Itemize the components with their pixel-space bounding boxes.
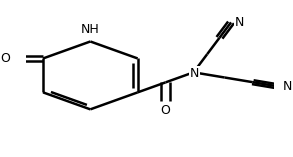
Text: O: O	[0, 52, 10, 65]
Text: NH: NH	[81, 23, 100, 36]
Text: N: N	[235, 16, 244, 29]
Text: N: N	[283, 80, 292, 93]
Text: N: N	[190, 67, 200, 80]
Text: O: O	[161, 104, 171, 117]
